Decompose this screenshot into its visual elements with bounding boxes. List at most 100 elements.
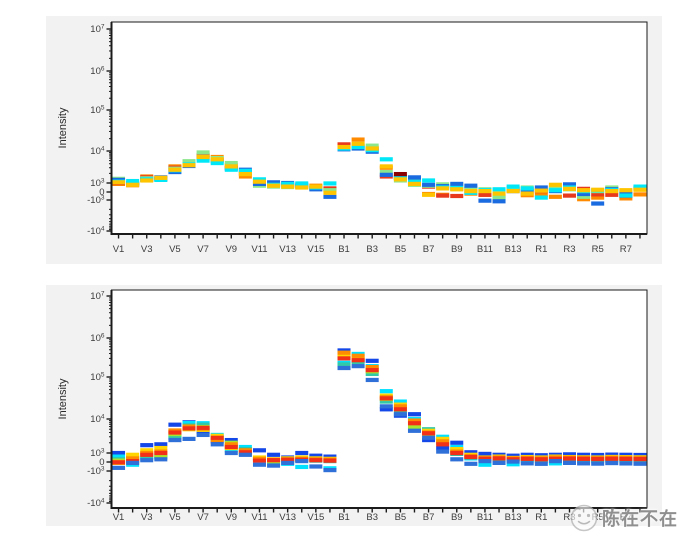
data-tick: [224, 450, 238, 456]
data-tick: [365, 371, 379, 377]
data-tick: [379, 399, 393, 404]
data-tick: [591, 201, 605, 206]
data-tick: [534, 457, 548, 462]
data-tick: [323, 458, 337, 463]
data-tick: [112, 460, 126, 465]
data-tick: [562, 460, 576, 465]
data-tick: [252, 448, 266, 453]
data-tick: [548, 188, 562, 193]
data-tick: [422, 182, 436, 187]
data-tick: [295, 464, 309, 470]
data-tick: [196, 158, 210, 163]
data-tick: [154, 453, 168, 458]
data-tick: [238, 452, 252, 457]
data-tick: [267, 461, 281, 466]
data-tick: [478, 192, 492, 197]
data-tick: [238, 444, 252, 450]
data-tick: [436, 445, 450, 451]
data-tick: [224, 164, 238, 169]
x-axis-tick-label: R3: [563, 244, 575, 255]
data-tick: [577, 191, 591, 197]
data-tick: [450, 193, 464, 199]
data-tick: [407, 421, 421, 426]
data-tick: [478, 451, 492, 456]
data-tick: [492, 191, 506, 196]
data-tick: [605, 456, 619, 461]
data-tick: [478, 189, 492, 194]
data-tick: [633, 452, 647, 458]
data-tick: [252, 177, 266, 182]
data-tick: [548, 461, 562, 466]
data-tick: [267, 180, 281, 185]
x-axis-tick-label: B11: [477, 512, 493, 523]
data-tick: [379, 404, 393, 409]
data-tick: [436, 442, 450, 447]
data-tick: [577, 461, 591, 466]
data-tick: [196, 432, 210, 438]
data-tick: [126, 182, 140, 187]
data-tick: [365, 368, 379, 373]
data-tick: [365, 358, 379, 363]
x-axis-tick-label: R5: [592, 512, 604, 523]
data-tick: [478, 462, 492, 467]
y-axis-tick-label: 103: [90, 178, 105, 190]
data-tick: [323, 468, 337, 473]
x-axis-tick-label: B9: [451, 244, 463, 255]
data-tick: [182, 159, 196, 164]
data-tick: [210, 437, 224, 443]
x-axis-tick-label: B3: [366, 512, 378, 523]
data-tick: [591, 195, 605, 200]
data-tick: [436, 436, 450, 441]
data-tick: [633, 192, 647, 197]
y-axis-tick-label: 106: [90, 333, 105, 345]
data-tick: [534, 188, 548, 193]
data-tick: [281, 457, 295, 462]
data-tick: [393, 399, 407, 404]
data-tick: [422, 431, 436, 436]
data-tick: [478, 459, 492, 464]
plot-area: [111, 22, 647, 234]
y-axis-tick-label: 103: [90, 448, 105, 460]
data-tick: [464, 461, 478, 466]
x-axis-tick-label: B7: [423, 512, 435, 523]
data-tick: [619, 461, 633, 466]
data-tick: [450, 187, 464, 192]
data-tick: [562, 186, 576, 191]
data-tick: [520, 189, 534, 194]
data-tick: [492, 199, 506, 204]
data-tick: [591, 452, 605, 458]
data-tick: [168, 167, 182, 172]
data-tick: [337, 365, 351, 371]
data-tick: [492, 187, 506, 192]
data-tick: [464, 183, 478, 188]
data-tick: [238, 174, 252, 179]
y-axis-tick-label: 105: [90, 105, 105, 117]
data-tick: [309, 458, 323, 463]
x-axis-tick-label: B13: [505, 512, 522, 523]
y-axis-tick-label: 107: [90, 291, 105, 303]
data-tick: [591, 192, 605, 197]
data-tick: [619, 196, 633, 201]
data-tick: [605, 460, 619, 466]
data-tick: [224, 167, 238, 172]
data-tick: [450, 181, 464, 186]
data-tick: [464, 454, 478, 460]
data-tick: [238, 168, 252, 173]
x-axis-tick-label: B11: [477, 244, 493, 255]
x-axis: V1 V3 V5 V7 V9 V11 V13 V15 B1 B3 B5 B7 B9 B11 B13 R1 R3 R…: [113, 508, 641, 523]
data-tick: [351, 364, 365, 369]
data-tick: [224, 442, 238, 447]
data-tick: [548, 456, 562, 461]
data-tick: [126, 452, 140, 457]
data-tick: [154, 450, 168, 456]
data-tick: [534, 192, 548, 197]
data-tick: [351, 144, 365, 150]
x-axis-tick-label: V9: [225, 512, 237, 523]
y-axis-tick-label: -104: [87, 226, 105, 238]
data-tick: [548, 459, 562, 464]
data-ticks: [112, 137, 647, 206]
x-axis: V1 V3 V5 V7 V9 V11 V13 V15 B1 B3 B5 B7 B9 B11 B13 R1 R3 R…: [113, 234, 641, 255]
data-tick: [112, 180, 126, 185]
